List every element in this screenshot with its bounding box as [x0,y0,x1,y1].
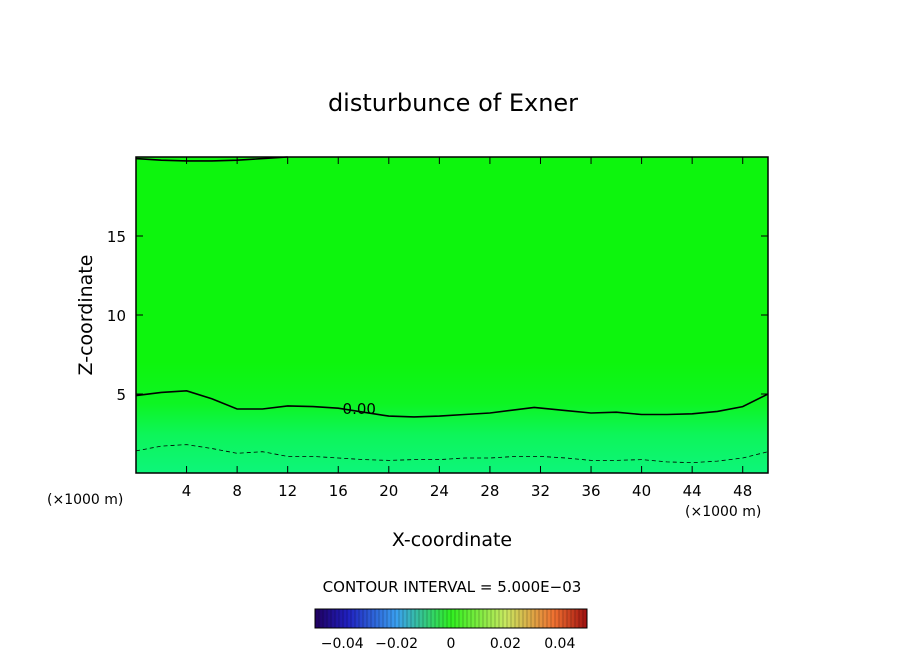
colorbar-stripes [318,609,584,628]
x-unit-note-right: (×1000 m) [685,504,761,520]
y-tick-label: 5 [116,386,126,404]
x-tick-label: 8 [232,482,242,500]
colorbar-tick-label: −0.02 [375,636,418,652]
x-tick-label: 40 [632,482,651,500]
colorbar-tick-label: 0.04 [544,636,575,652]
x-tick-label: 44 [683,482,702,500]
colorbar-frame [314,608,588,629]
y-tick-label: 10 [107,307,126,325]
y-tick-group: 5 10 15 [107,228,768,404]
colorbar-tick-label: 0.02 [490,636,521,652]
x-tick-label: 32 [531,482,550,500]
y-axis-label: Z-coordinate [75,255,97,376]
x-tick-label: 48 [733,482,752,500]
y-tick-label: 15 [107,228,126,246]
contour-line [135,156,288,162]
x-tick-label: 28 [480,482,499,500]
contour-interval-text: CONTOUR INTERVAL = 5.000E−03 [323,578,582,596]
contour-line [135,389,769,418]
colorbar-tick-label: −0.04 [321,636,364,652]
x-axis-label: X-coordinate [392,529,512,551]
contour-layer: 0.00 [135,156,769,464]
contour-line [135,444,769,464]
x-tick-label: 12 [278,482,297,500]
x-tick-label: 20 [379,482,398,500]
plot-field [136,157,768,473]
x-tick-label: 4 [182,482,192,500]
x-unit-note-left: (×1000 m) [47,492,123,508]
x-tick-label: 36 [581,482,600,500]
colorbar [315,609,587,628]
colorbar-tick-group: −0.04 −0.02 0 0.02 0.04 [321,636,576,652]
x-tick-label: 16 [329,482,348,500]
x-tick-label: 24 [430,482,449,500]
chart-title: disturbunce of Exner [328,89,578,117]
colorbar-tick-label: 0 [447,636,456,652]
contour-label: 0.00 [343,400,376,418]
x-tick-group: 4 8 12 16 20 24 28 32 36 40 44 48 [182,157,752,500]
